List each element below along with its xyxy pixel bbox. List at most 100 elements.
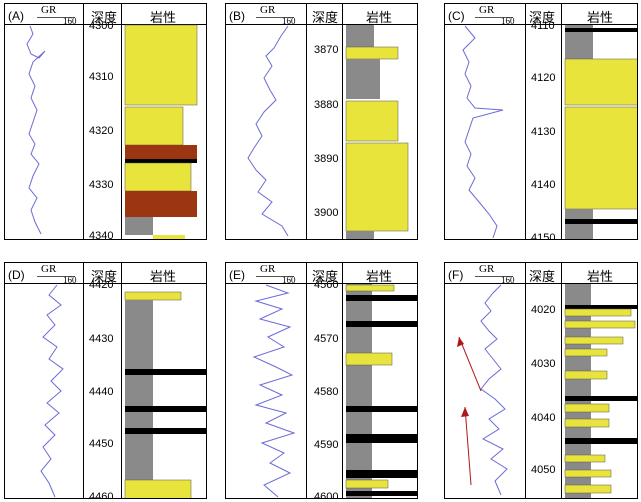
- trend-arrow: [458, 336, 482, 392]
- lithology-header: 岩性: [587, 11, 614, 26]
- depth-tick: 4110: [531, 20, 555, 32]
- sand-bed: [345, 100, 399, 142]
- track-divider: [306, 4, 307, 239]
- coal-bed: [565, 396, 637, 401]
- header-rule: [445, 24, 637, 25]
- coal-bed: [346, 470, 417, 478]
- depth-header: 深度: [529, 270, 556, 285]
- lithology-header: 岩性: [366, 11, 393, 26]
- lithology-header: 岩性: [150, 270, 177, 285]
- panel-e: (E) GR 160 深度 岩性 4560 4570 4580 4590 460…: [225, 262, 418, 499]
- track-divider: [342, 263, 343, 498]
- sand-bed: [124, 291, 182, 301]
- sand-bed: [345, 46, 399, 60]
- depth-tick: 4040: [531, 412, 556, 424]
- depth-tick: 4430: [89, 333, 114, 345]
- panel-label: (E): [229, 268, 245, 282]
- depth-header: 深度: [91, 11, 118, 26]
- depth-tick: 3890: [314, 153, 339, 165]
- lithology-header: 岩性: [587, 270, 614, 285]
- gr-curve: [247, 25, 289, 237]
- gr-curve: [462, 25, 504, 239]
- sand-bed: [124, 24, 198, 106]
- sand-bed: [564, 348, 608, 357]
- sand-bed: [124, 479, 192, 498]
- panel-d-tracks: [40, 284, 206, 498]
- sand-bed: [564, 403, 610, 413]
- depth-tick: 4130: [531, 126, 556, 138]
- panel-label: (C): [448, 9, 465, 23]
- panel-a: (A) GR 160 深度 岩性 4300 4310 4320 4330 434…: [4, 3, 207, 240]
- panel-label: (A): [8, 9, 24, 23]
- depth-tick: 4310: [89, 71, 114, 83]
- depth-tick: 4030: [531, 358, 556, 370]
- sand-bed: [564, 58, 637, 106]
- panel-label: (B): [229, 9, 245, 23]
- mudstone-bed: [346, 59, 380, 99]
- mudstone-bed: [346, 284, 372, 498]
- gr-max: 160: [501, 16, 515, 26]
- sand-bed: [124, 106, 184, 146]
- arrow-head: [457, 337, 464, 347]
- coal-bed: [125, 159, 197, 163]
- panel-b: (B) GR 160 深度 岩性 3870 3880 3890 3900: [225, 3, 418, 240]
- depth-header: 深度: [529, 11, 556, 26]
- depth-tick: 4420: [89, 279, 114, 291]
- header-rule: [5, 24, 206, 25]
- gr-scale-line: [475, 17, 513, 18]
- track-divider: [525, 4, 526, 239]
- gr-scale-line: [475, 276, 513, 277]
- gr-scale-line: [37, 276, 75, 277]
- red-mudstone-bed: [125, 145, 197, 159]
- depth-tick: 4050: [531, 464, 556, 476]
- depth-tick: 4440: [89, 386, 114, 398]
- coal-bed: [565, 28, 637, 32]
- gr-curve: [480, 284, 508, 496]
- sand-bed: [564, 106, 637, 210]
- gr-max: 160: [63, 275, 77, 285]
- sand-bed: [564, 469, 612, 478]
- track-divider: [561, 263, 562, 498]
- coal-bed: [565, 438, 637, 444]
- lithology-header: 岩性: [150, 11, 177, 26]
- panel-d: (D) GR 160 深度 岩性 4420 4430 4440 4450 446…: [4, 262, 207, 499]
- mudstone-bed: [346, 25, 374, 47]
- depth-tick: 3880: [314, 99, 339, 111]
- track-divider: [83, 263, 84, 498]
- sand-bed: [345, 142, 409, 232]
- track-divider: [561, 4, 562, 239]
- sand-bed: [345, 352, 393, 366]
- mudstone-bed: [565, 209, 593, 239]
- track-divider: [83, 4, 84, 239]
- sand-bed: [153, 235, 185, 239]
- depth-header: 深度: [91, 270, 118, 285]
- depth-tick: 4590: [314, 439, 339, 451]
- track-divider: [121, 4, 122, 239]
- red-mudstone-bed: [125, 191, 197, 217]
- sand-bed: [564, 308, 632, 317]
- depth-tick: 4570: [314, 333, 339, 345]
- arrow-head: [461, 407, 469, 417]
- panel-label: (F): [448, 268, 464, 282]
- panel-c-tracks: [462, 25, 637, 239]
- sand-bed: [345, 479, 389, 489]
- coal-bed: [125, 406, 206, 412]
- gr-title: GR: [41, 4, 57, 16]
- panel-f: (F) GR 160 深度 岩性 4020 4030 4040 4050: [444, 262, 638, 499]
- gr-curve: [252, 284, 296, 498]
- gr-title: GR: [479, 263, 495, 275]
- gr-max: 160: [282, 275, 296, 285]
- depth-tick: 4450: [89, 438, 114, 450]
- track-divider: [525, 263, 526, 498]
- sand-bed: [564, 320, 636, 329]
- gr-title: GR: [41, 263, 57, 275]
- panel-f-tracks: [457, 284, 637, 498]
- depth-tick: 3900: [314, 207, 339, 219]
- coal-bed: [346, 295, 417, 301]
- depth-tick: 4320: [89, 125, 114, 137]
- depth-tick: 4300: [89, 20, 114, 32]
- gr-max: 160: [501, 275, 515, 285]
- coal-bed: [346, 321, 417, 327]
- mudstone-bed: [565, 284, 591, 498]
- sand-bed: [345, 284, 395, 292]
